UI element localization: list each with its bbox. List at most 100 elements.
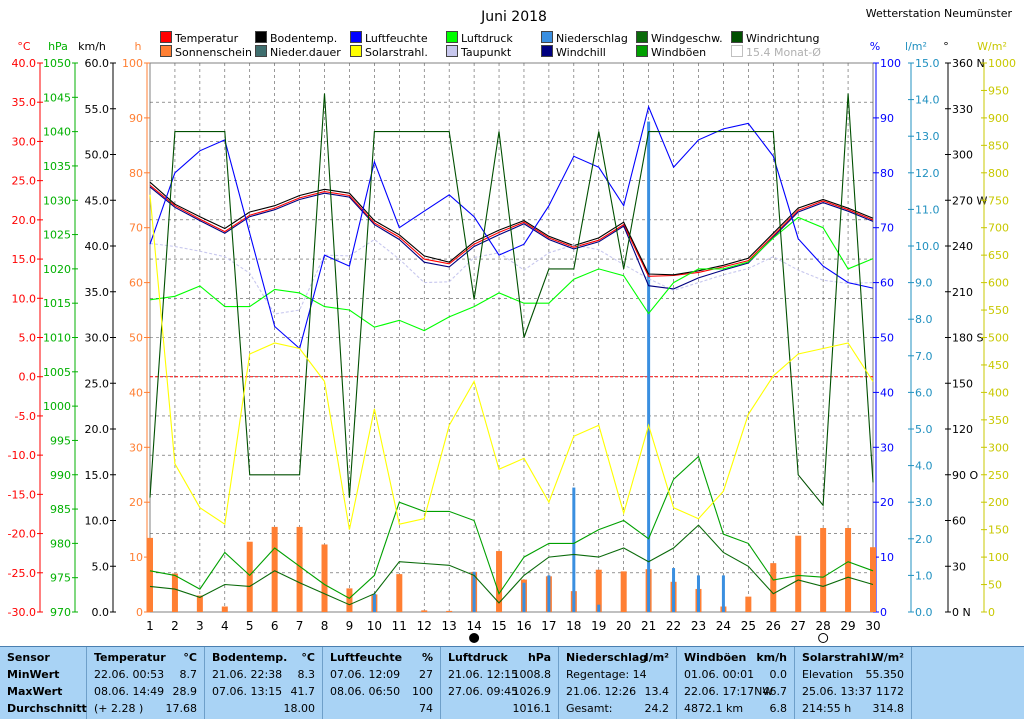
- pressure-axis-label: 990: [50, 469, 71, 482]
- x-tick-label: 23: [691, 619, 706, 633]
- stats-cell-label: (+ 2.28 ): [94, 702, 144, 715]
- legend-swatch: [636, 45, 648, 57]
- stats-cell-value: 28.9: [172, 685, 198, 698]
- wind-axis-label: 45.0: [85, 194, 110, 207]
- wind-axis-label: 50.0: [85, 149, 110, 162]
- legend-swatch: [255, 31, 267, 43]
- bar-niederschlag: [696, 575, 700, 612]
- pressure-axis-label: 1050: [43, 57, 71, 70]
- solar-axis-label: 600: [988, 277, 1009, 290]
- stats-cell-value: 24.2: [644, 702, 670, 715]
- legend-item: Windrichtung: [731, 31, 819, 45]
- legend-label: Windböen: [651, 46, 707, 59]
- legend-label: Solarstrahl.: [365, 46, 428, 59]
- stats-cell-label: 25.06. 13:37: [802, 685, 873, 698]
- wind-axis-label: 15.0: [85, 469, 110, 482]
- x-tick-label: 20: [616, 619, 631, 633]
- stats-cell-label: 07.06. 12:09: [330, 668, 401, 681]
- x-tick-label: 21: [641, 619, 656, 633]
- humidity-axis-label: 60: [880, 277, 894, 290]
- sun-axis-label: 100: [122, 57, 143, 70]
- direction-axis-label: 60: [952, 515, 966, 528]
- legend-label: Luftfeuchte: [365, 32, 428, 45]
- rain-axis-label: 12.0: [915, 167, 940, 180]
- wind-axis-label: 55.0: [85, 103, 110, 116]
- x-tick-label: 7: [296, 619, 304, 633]
- stats-cell-label: Elevation: [802, 668, 854, 681]
- rain-axis-label: 15.0: [915, 57, 940, 70]
- x-tick-label: 12: [417, 619, 432, 633]
- bar-niederschlag: [597, 604, 601, 612]
- x-tick-label: 19: [591, 619, 606, 633]
- legend-item: Nieder.dauer: [255, 45, 341, 59]
- direction-axis-label: 270 W: [952, 194, 987, 207]
- x-tick-label: 14: [466, 619, 481, 633]
- bar-sonnenschein: [221, 606, 228, 612]
- legend-label: Taupunkt: [461, 46, 512, 59]
- x-tick-label: 13: [442, 619, 457, 633]
- pressure-axis-label: 980: [50, 537, 71, 550]
- bar-sonnenschein: [246, 541, 253, 612]
- rain-axis-label: 7.0: [915, 350, 933, 363]
- stats-cell-label: Gesamt:: [566, 702, 613, 715]
- line-taupunkt: [149, 238, 874, 315]
- legend-label: 15.4 Monat-Ø: [746, 46, 821, 59]
- legend-swatch: [636, 31, 648, 43]
- full-moon-marker: [818, 633, 829, 643]
- legend-swatch: [731, 45, 743, 57]
- stats-unit: l/m²: [644, 651, 669, 664]
- bar-sonnenschein: [196, 595, 203, 612]
- pressure-axis-label: 1045: [43, 91, 71, 104]
- x-tick-label: 5: [246, 619, 254, 633]
- solar-axis-label: 800: [988, 167, 1009, 180]
- x-tick-label: 15: [491, 619, 506, 633]
- direction-axis-label: 180 S: [952, 332, 983, 345]
- direction-axis-label: 0 N: [952, 606, 971, 619]
- legend-label: Windgeschw.: [651, 32, 723, 45]
- stats-column: Niederschlag l/m² Regentage: 14 21.06. 12:2…: [559, 647, 677, 719]
- humidity-axis-label: 90: [880, 112, 894, 125]
- bar-niederschlag: [522, 582, 526, 612]
- x-tick-label: 24: [716, 619, 731, 633]
- pressure-axis-label: 995: [50, 434, 71, 447]
- solar-axis-label: 200: [988, 496, 1009, 509]
- sun-axis-label: 10: [129, 551, 143, 564]
- stats-cell-label: 4872.1 km: [684, 702, 744, 715]
- bar-sonnenschein: [870, 547, 876, 612]
- pressure-axis-label: 1035: [43, 160, 71, 173]
- stats-cell-label: 21.06. 12:26: [566, 685, 637, 698]
- sun-axis-label: 60: [129, 277, 143, 290]
- pressure-axis-label: 1040: [43, 126, 71, 139]
- stats-cell-value: 46.7: [762, 685, 788, 698]
- bar-niederschlag: [721, 575, 725, 612]
- wind-axis-label: 10.0: [85, 515, 110, 528]
- legend-swatch: [350, 31, 362, 43]
- stats-cell-label: 22.06. 17:17NW: [684, 685, 774, 698]
- stats-cell-value: 314.8: [872, 702, 905, 715]
- sun-axis-label: 70: [129, 222, 143, 235]
- solar-axis-label: 300: [988, 441, 1009, 454]
- rain-axis-label: 13.0: [915, 130, 940, 143]
- bar-sonnenschein: [147, 537, 153, 612]
- sun-axis-label: 20: [129, 496, 143, 509]
- bar-sonnenschein: [271, 526, 278, 612]
- legend-item: Windgeschw.: [636, 31, 723, 45]
- direction-axis-label: 120: [952, 423, 973, 436]
- wind-axis-label: 5.0: [92, 560, 110, 573]
- stats-column: Windböen km/h 01.06. 00:01 0.0 22.06. 17:17N…: [677, 647, 795, 719]
- bar-sonnenschein: [496, 551, 503, 612]
- sun-axis-label: 80: [129, 167, 143, 180]
- sun-axis-label: 40: [129, 386, 143, 399]
- pressure-axis-label: 1005: [43, 366, 71, 379]
- humidity-axis-label: 80: [880, 167, 894, 180]
- temp-axis-label: 20.0: [12, 214, 37, 227]
- stats-cell-value: 1172: [876, 685, 904, 698]
- stats-column: Luftdruck hPa 21.06. 12:15 1008.8 27.06. 09:…: [441, 647, 559, 719]
- temp-axis-label: -10.0: [8, 449, 36, 462]
- stats-cell-value: 8.3: [297, 668, 316, 681]
- solar-axis-label: 100: [988, 551, 1009, 564]
- bar-sonnenschein: [745, 596, 752, 612]
- station-name: Wetterstation Neumünster: [866, 7, 1013, 20]
- line-solarstrahl: [149, 194, 874, 530]
- bar-sonnenschein: [396, 574, 403, 612]
